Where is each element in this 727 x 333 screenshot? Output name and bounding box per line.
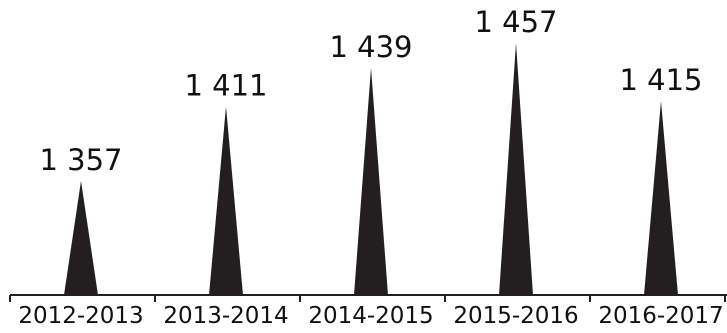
x-axis: 2012-2013 2013-2014 2014-2015 2015-2016 2016…: [9, 294, 727, 329]
x-tick-label: 2015-2016: [453, 303, 578, 329]
x-tick-label: 2012-2013: [18, 303, 143, 329]
triangle-mark: [499, 43, 533, 295]
value-label: 1 457: [474, 5, 557, 39]
value-label: 1 357: [39, 143, 122, 177]
triangle-mark: [644, 101, 678, 295]
x-tick-label: 2016-2017: [598, 303, 723, 329]
value-label: 1 439: [329, 30, 412, 64]
triangle-mark: [209, 106, 243, 295]
value-label: 1 415: [619, 63, 702, 97]
triangle-mark: [64, 181, 98, 295]
x-tick-label: 2013-2014: [163, 303, 288, 329]
value-label: 1 411: [184, 69, 267, 103]
x-tick-label: 2014-2015: [308, 303, 433, 329]
triangle-mark: [354, 67, 388, 295]
chart-marks: 1 357 1 411 1 439 1 457 1 415: [39, 5, 703, 295]
